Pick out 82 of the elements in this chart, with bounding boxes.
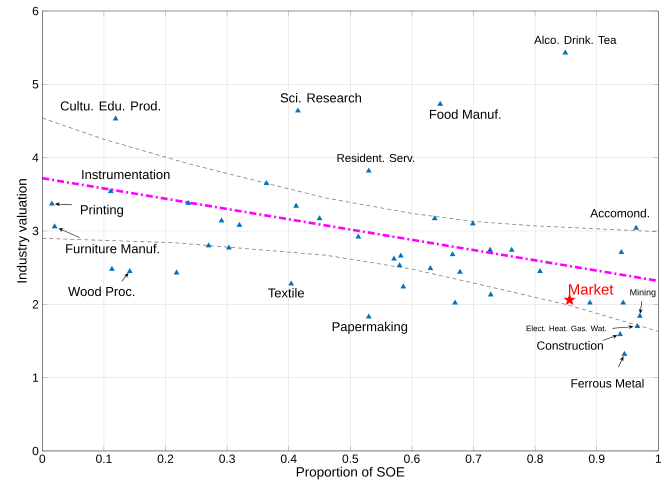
point [126, 268, 133, 274]
point [633, 224, 639, 230]
y-tick-label: 4 [32, 154, 38, 162]
annotation: Mining [630, 288, 656, 298]
point [537, 268, 543, 274]
point [432, 215, 438, 220]
point [450, 251, 456, 256]
point [206, 242, 212, 248]
point [112, 116, 118, 120]
point [218, 218, 224, 222]
point [634, 323, 640, 328]
annotation: Papermaking [332, 322, 408, 334]
point [428, 265, 434, 270]
y-axis-title: Industry valuation [16, 179, 30, 282]
x-tick-label: 0 [39, 454, 46, 463]
annotation: Furniture Manuf. [66, 244, 159, 254]
x-tick-label: 0.9 [588, 454, 604, 463]
annotation: Construction [537, 341, 603, 350]
point [226, 244, 232, 250]
annotation: Alco. Drink. Tea [534, 36, 616, 44]
x-tick-label: 1 [656, 454, 662, 463]
point [508, 246, 514, 252]
y-tick-label: 0 [32, 446, 38, 456]
point [293, 202, 299, 208]
x-tick-label: 0.3 [219, 454, 235, 463]
point [391, 256, 397, 261]
annotation: Ferrous Metal [572, 378, 644, 388]
annotation: Textile [268, 288, 304, 298]
x-tick-label: 0.4 [280, 454, 297, 463]
point [587, 300, 593, 305]
y-tick-label: 1 [33, 374, 38, 382]
x-tick-label: 0.6 [404, 454, 420, 463]
y-tick-label: 3 [32, 226, 38, 236]
point [316, 215, 322, 220]
x-tick-label: 0.2 [158, 454, 174, 463]
annotation: Food Manuf. [430, 109, 500, 119]
point [264, 180, 270, 186]
annotation: Accomond. [590, 208, 649, 218]
point [470, 220, 476, 226]
point [186, 200, 192, 205]
series-label: Market [569, 284, 614, 295]
line-series [42, 238, 659, 332]
point [366, 168, 372, 173]
point [174, 270, 180, 274]
point [620, 300, 626, 305]
point [52, 223, 58, 228]
point [637, 312, 643, 318]
annotation: Wood Proc. [68, 286, 134, 296]
point [108, 188, 114, 194]
point [437, 100, 444, 106]
annotation: Printing [80, 204, 123, 217]
x-tick-label: 0.1 [96, 454, 112, 463]
y-tick-label: 6 [32, 6, 38, 16]
point [457, 268, 463, 274]
point [398, 252, 404, 258]
point [452, 300, 458, 305]
point [109, 266, 115, 271]
point [236, 222, 242, 227]
point [295, 108, 301, 112]
point [366, 314, 372, 318]
point [618, 249, 624, 254]
y-tick-label: 5 [32, 80, 38, 88]
x-tick-label: 0.7 [466, 454, 482, 463]
annotation: Resident. Serv. [337, 154, 414, 162]
x-axis-title: Proportion of SOE [296, 466, 404, 480]
point [487, 246, 493, 252]
point [400, 284, 406, 288]
point [396, 262, 402, 268]
x-tick-label: 0.5 [342, 454, 358, 463]
annotation: Instrumentation [82, 170, 170, 180]
point [562, 50, 568, 54]
point [356, 234, 362, 239]
point [564, 294, 576, 305]
annotation: Cultu. Edu. Prod. [60, 101, 160, 111]
point [49, 200, 55, 206]
point [288, 280, 294, 286]
point [488, 292, 494, 296]
annotation: Sci. Research [280, 92, 361, 102]
point [622, 350, 628, 356]
y-tick-label: 2 [32, 300, 38, 308]
x-tick-label: 0.8 [527, 454, 543, 463]
point [617, 331, 623, 336]
